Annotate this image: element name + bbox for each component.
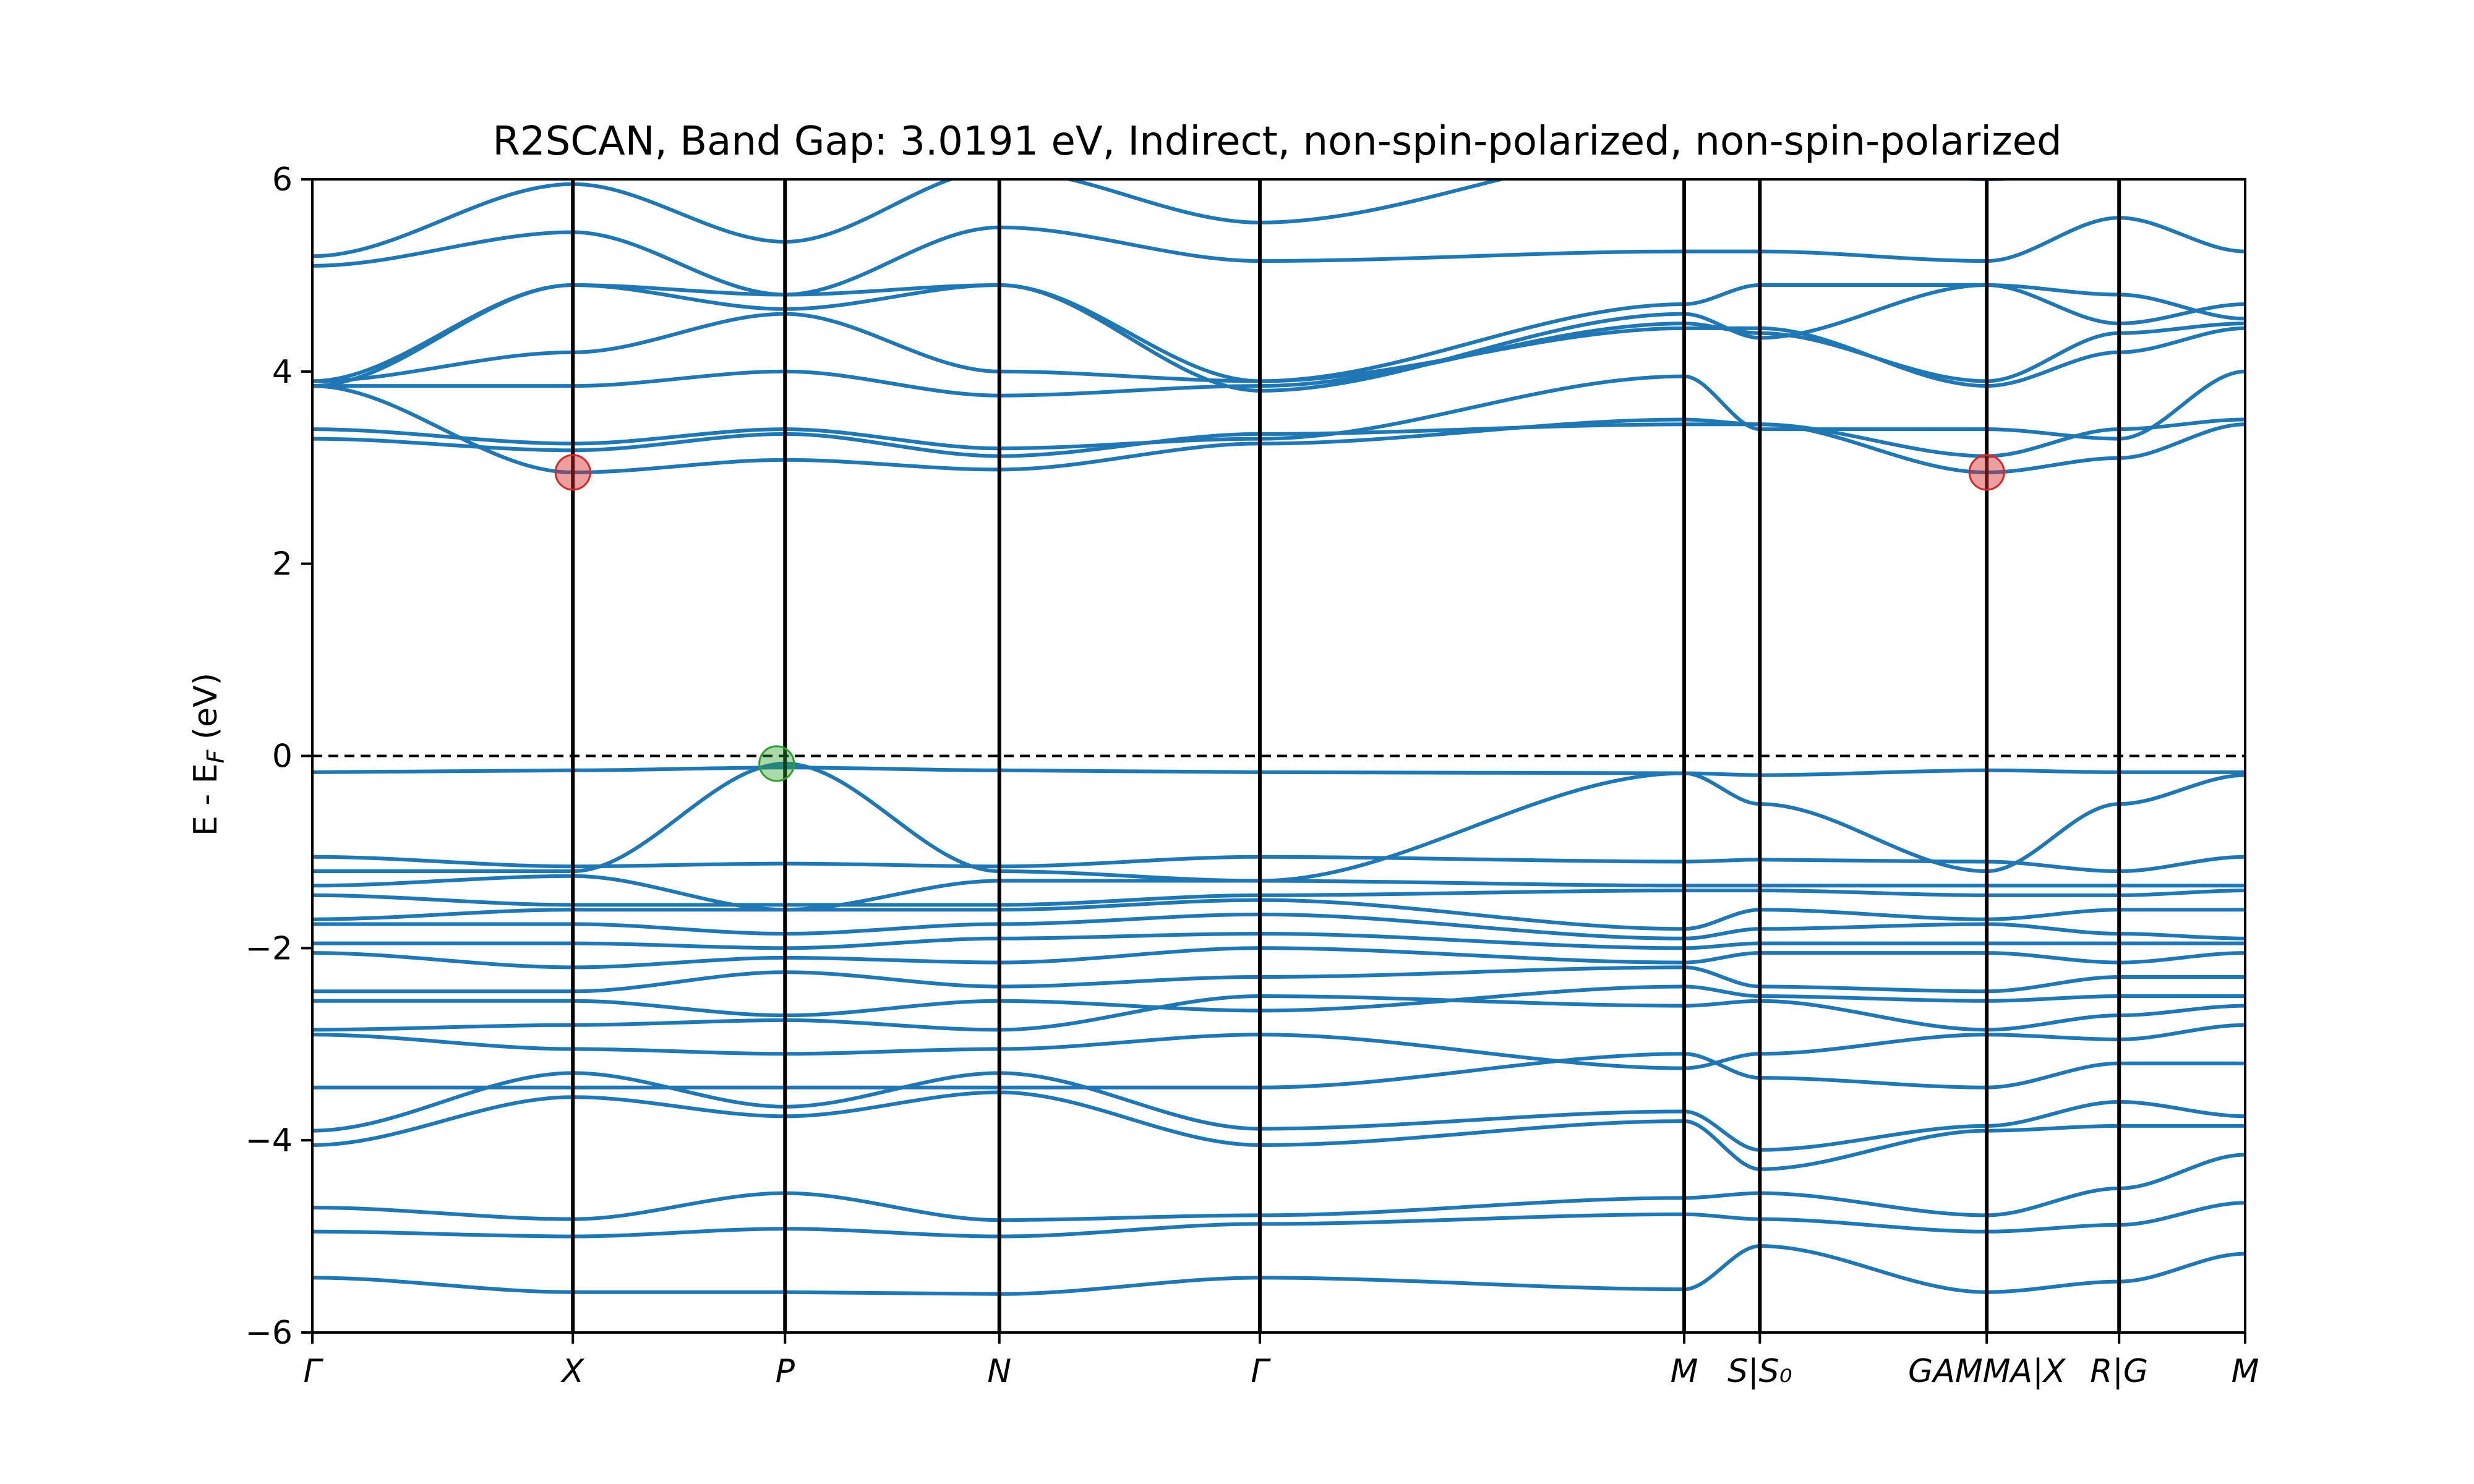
band-line-6: [312, 1052, 2245, 1090]
band-line-13: [312, 912, 2245, 940]
kpoint-label-5: Γ: [1251, 1353, 1271, 1390]
band-line-20: [312, 384, 2245, 474]
band-line-14: [312, 898, 2245, 931]
band-line-25: [312, 283, 2245, 393]
band-line-9: [312, 984, 2245, 1018]
kpoint-label-10: M: [2232, 1353, 2259, 1390]
vbm-marker-1: [758, 745, 795, 782]
kpoint-label-7: S|S₀: [1727, 1353, 1792, 1390]
band-line-1: [312, 1244, 2245, 1296]
cbm-marker-2: [1968, 454, 2005, 491]
band-line-3: [312, 1153, 2245, 1222]
kpoint-label-2: X: [560, 1353, 584, 1390]
chart-title: R2SCAN, Band Gap: 3.0191 eV, Indirect, n…: [492, 119, 2061, 164]
band-line-26: [312, 283, 2245, 383]
y-tick-label-7: 6: [272, 161, 293, 198]
kpoint-label-3: P: [776, 1353, 795, 1390]
band-line-16: [312, 874, 2245, 912]
band-line-12: [312, 932, 2245, 950]
band-line-4: [312, 1090, 2245, 1171]
band-line-27: [312, 216, 2245, 297]
band-line-7: [312, 1023, 2245, 1070]
kpoint-label-6: M: [1671, 1353, 1698, 1390]
band-line-19: [312, 765, 2245, 777]
band-line-10: [312, 965, 2245, 994]
band-lines: [312, 179, 2245, 1296]
band-line-23: [312, 322, 2245, 398]
band-edge-markers: [554, 454, 2005, 782]
y-tick-label-5: 2: [272, 546, 293, 583]
band-line-2: [312, 1201, 2245, 1239]
kpoint-label-9: R|G: [2090, 1353, 2148, 1390]
x-axis: Γ X P N Γ M S|S₀ GAMMA|X R|G M: [304, 1333, 2259, 1390]
band-line-28: [312, 179, 2024, 258]
band-line-18: [312, 761, 2245, 883]
band-line-15: [312, 889, 2245, 907]
y-tick-label-2: −4: [245, 1122, 293, 1159]
kpoint-label-4: N: [987, 1353, 1011, 1390]
band-line-17: [312, 855, 2245, 873]
kpoint-label-1: Γ: [304, 1353, 324, 1390]
y-tick-label-3: −2: [245, 930, 293, 967]
band-line-22: [312, 369, 2245, 451]
cbm-marker-1: [554, 454, 591, 491]
y-tick-label-1: −6: [245, 1315, 293, 1352]
band-line-5: [312, 1071, 2245, 1152]
y-axis: −6 −4 −2 0 2 4 6: [245, 161, 312, 1352]
kpoint-label-8: GAMMA|X: [1908, 1353, 2066, 1390]
y-tick-label-4: 0: [272, 738, 293, 775]
band-line-24: [312, 312, 2245, 388]
band-line-8: [312, 994, 2245, 1032]
y-axis-label: E - EF (eV): [187, 673, 229, 836]
y-tick-label-6: 4: [272, 354, 293, 391]
band-line-11: [312, 946, 2245, 970]
